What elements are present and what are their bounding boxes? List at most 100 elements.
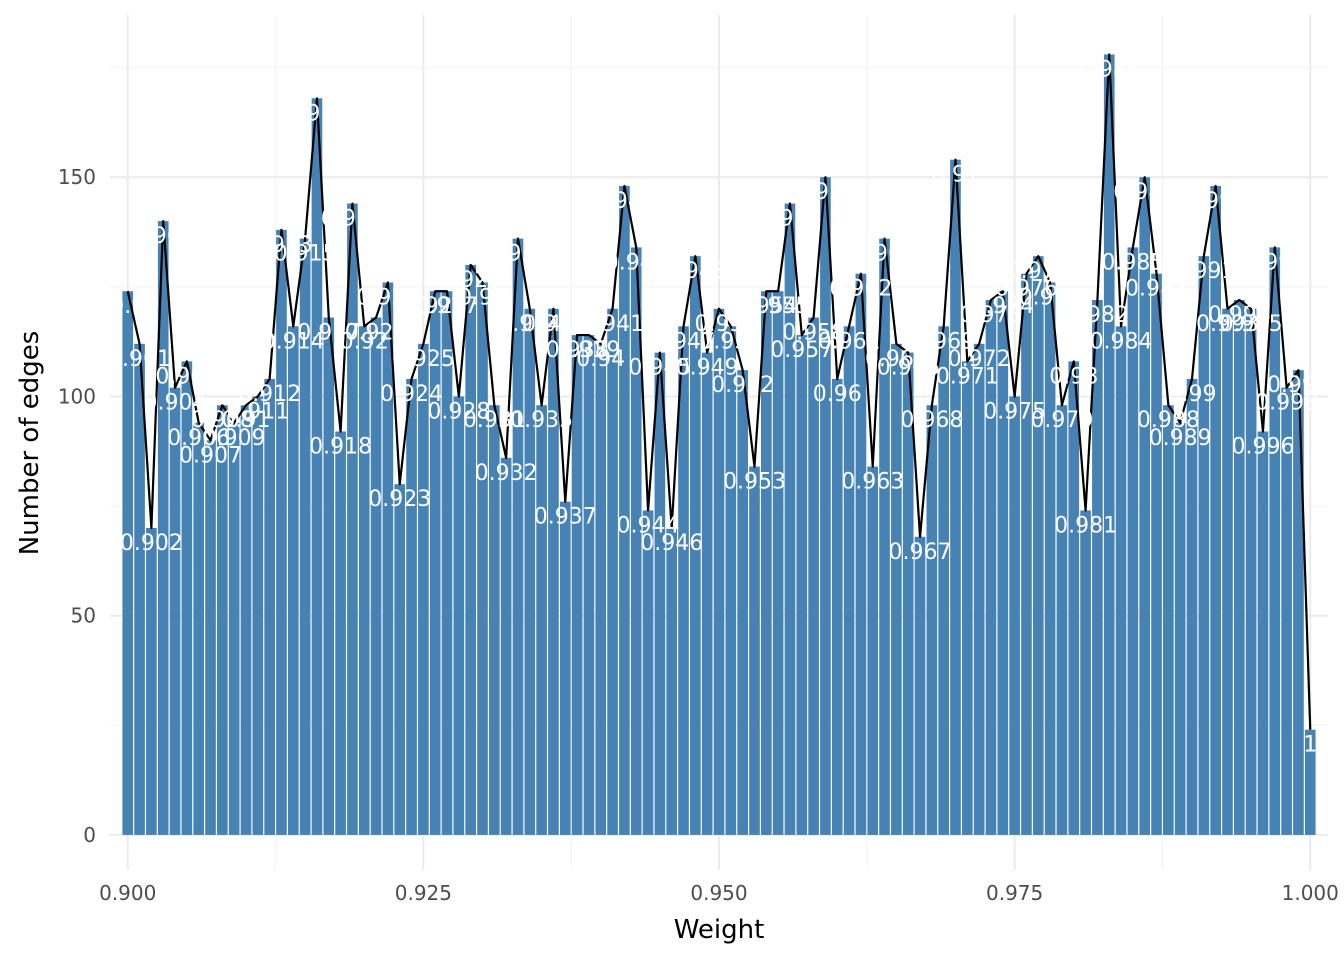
bar-value-label: 0.936	[522, 312, 585, 337]
bar	[879, 238, 890, 835]
bar	[370, 317, 382, 835]
x-tick-label: 0.975	[986, 881, 1043, 905]
bar-value-label: 0.933	[486, 242, 549, 267]
bar-value-label: 0.984	[1090, 329, 1153, 354]
bar	[571, 335, 583, 835]
bar-value-label: 0.963	[841, 470, 904, 495]
bar	[630, 247, 642, 835]
bar-value-label: 0.964	[853, 242, 916, 267]
bar	[217, 405, 228, 835]
bar-value-label: 0.976	[995, 277, 1058, 302]
bar	[406, 378, 417, 835]
bar	[1163, 405, 1174, 835]
trend-line-layer	[126, 53, 1312, 730]
bar-value-label: 0.913	[250, 233, 313, 258]
bar	[228, 422, 240, 835]
y-tick-label: 150	[58, 165, 96, 189]
bar	[1009, 396, 1020, 835]
bar-value-label: 0.923	[368, 487, 431, 512]
bar	[808, 317, 819, 835]
bar-value-label: 0.993	[1196, 312, 1259, 337]
x-tick-label: 0.900	[99, 881, 156, 905]
bar	[1198, 256, 1210, 835]
bar	[985, 300, 997, 835]
bar	[1080, 510, 1091, 835]
bar	[1186, 378, 1198, 835]
bar	[1269, 247, 1281, 835]
bar	[950, 159, 961, 835]
y-tick-label: 100	[58, 384, 96, 408]
bar	[914, 536, 926, 835]
bar	[1103, 54, 1115, 835]
x-axis-title: Weight	[674, 915, 765, 945]
bar	[347, 203, 358, 835]
bar-value-label: 0.932	[475, 461, 538, 486]
bar-value-label: 0.937	[534, 505, 597, 530]
bar	[1127, 247, 1139, 835]
bar-value-label: 0.947	[652, 329, 715, 354]
bar	[619, 186, 630, 835]
bar	[323, 317, 335, 835]
bar	[477, 282, 488, 835]
bar	[1222, 308, 1233, 835]
bar-value-label: 0.909	[203, 426, 266, 451]
bar-value-label: 0.92	[340, 329, 389, 354]
bar-value-label: 0.989	[1149, 426, 1212, 451]
bar-value-label: 0.912	[238, 382, 301, 407]
bar	[701, 352, 713, 835]
bar	[749, 466, 760, 835]
bar-value-label: 0.972	[948, 347, 1011, 372]
y-axis-tick-labels: 0 50 100 150	[58, 165, 96, 847]
bar-value-label: 0.908	[191, 408, 254, 433]
bar-value-label: 0.915	[274, 242, 337, 267]
bar	[654, 352, 666, 835]
bar-value-label: 0.9	[110, 294, 145, 319]
bar	[453, 396, 465, 835]
bar-value-label: 0.959	[794, 180, 857, 205]
x-tick-label: 1.000	[1282, 881, 1339, 905]
x-tick-label: 0.950	[690, 881, 747, 905]
bar	[205, 440, 216, 835]
bar-value-label: 0.938	[546, 338, 609, 363]
bar	[287, 326, 299, 835]
bar-value-label: 0.95	[695, 312, 744, 337]
bar	[193, 422, 205, 835]
bar	[962, 361, 973, 835]
bar	[122, 291, 134, 835]
bar-value-label: 0.942	[593, 189, 656, 214]
bar-value-label: 0.929	[439, 268, 502, 293]
y-tick-label: 50	[71, 604, 96, 628]
bar-value-label: 0.939	[557, 338, 620, 363]
bar-value-label: 0.918	[309, 435, 372, 460]
bar	[1293, 370, 1304, 835]
bar-value-label: 0.975	[983, 399, 1046, 424]
bar	[772, 291, 784, 835]
bar	[1139, 177, 1151, 835]
bar	[902, 352, 914, 835]
bar-value-label: 0.925	[392, 347, 455, 372]
bar-value-label: 0.958	[782, 321, 845, 346]
bar	[583, 335, 595, 835]
bar-value-label: 0.992	[1184, 189, 1247, 214]
bar-value-label: 0.99	[1168, 382, 1217, 407]
bar	[536, 405, 547, 835]
bar-value-label: 0.982	[1066, 303, 1129, 328]
bar	[1044, 282, 1056, 835]
bar-value-label: 0.927	[416, 294, 479, 319]
bar	[1056, 405, 1068, 835]
bar	[146, 528, 157, 835]
bar-value-labels: 0.90.9010.9020.9030.9040.9050.9060.9070.…	[108, 57, 1330, 757]
bar	[690, 256, 701, 835]
bar-value-label: 0.951	[699, 329, 762, 354]
bar-value-label: 0.965	[865, 347, 928, 372]
bar-value-label: 0.926	[404, 294, 467, 319]
bar	[276, 229, 287, 835]
bar-value-label: 0.96	[813, 382, 862, 407]
bar-value-label: 0.994	[1208, 303, 1271, 328]
bar-value-label: 0.955	[747, 294, 810, 319]
bar-value-label: 0.931	[463, 408, 526, 433]
bar	[843, 326, 855, 835]
bar-value-label: 0.904	[144, 391, 207, 416]
bar	[1257, 431, 1269, 835]
